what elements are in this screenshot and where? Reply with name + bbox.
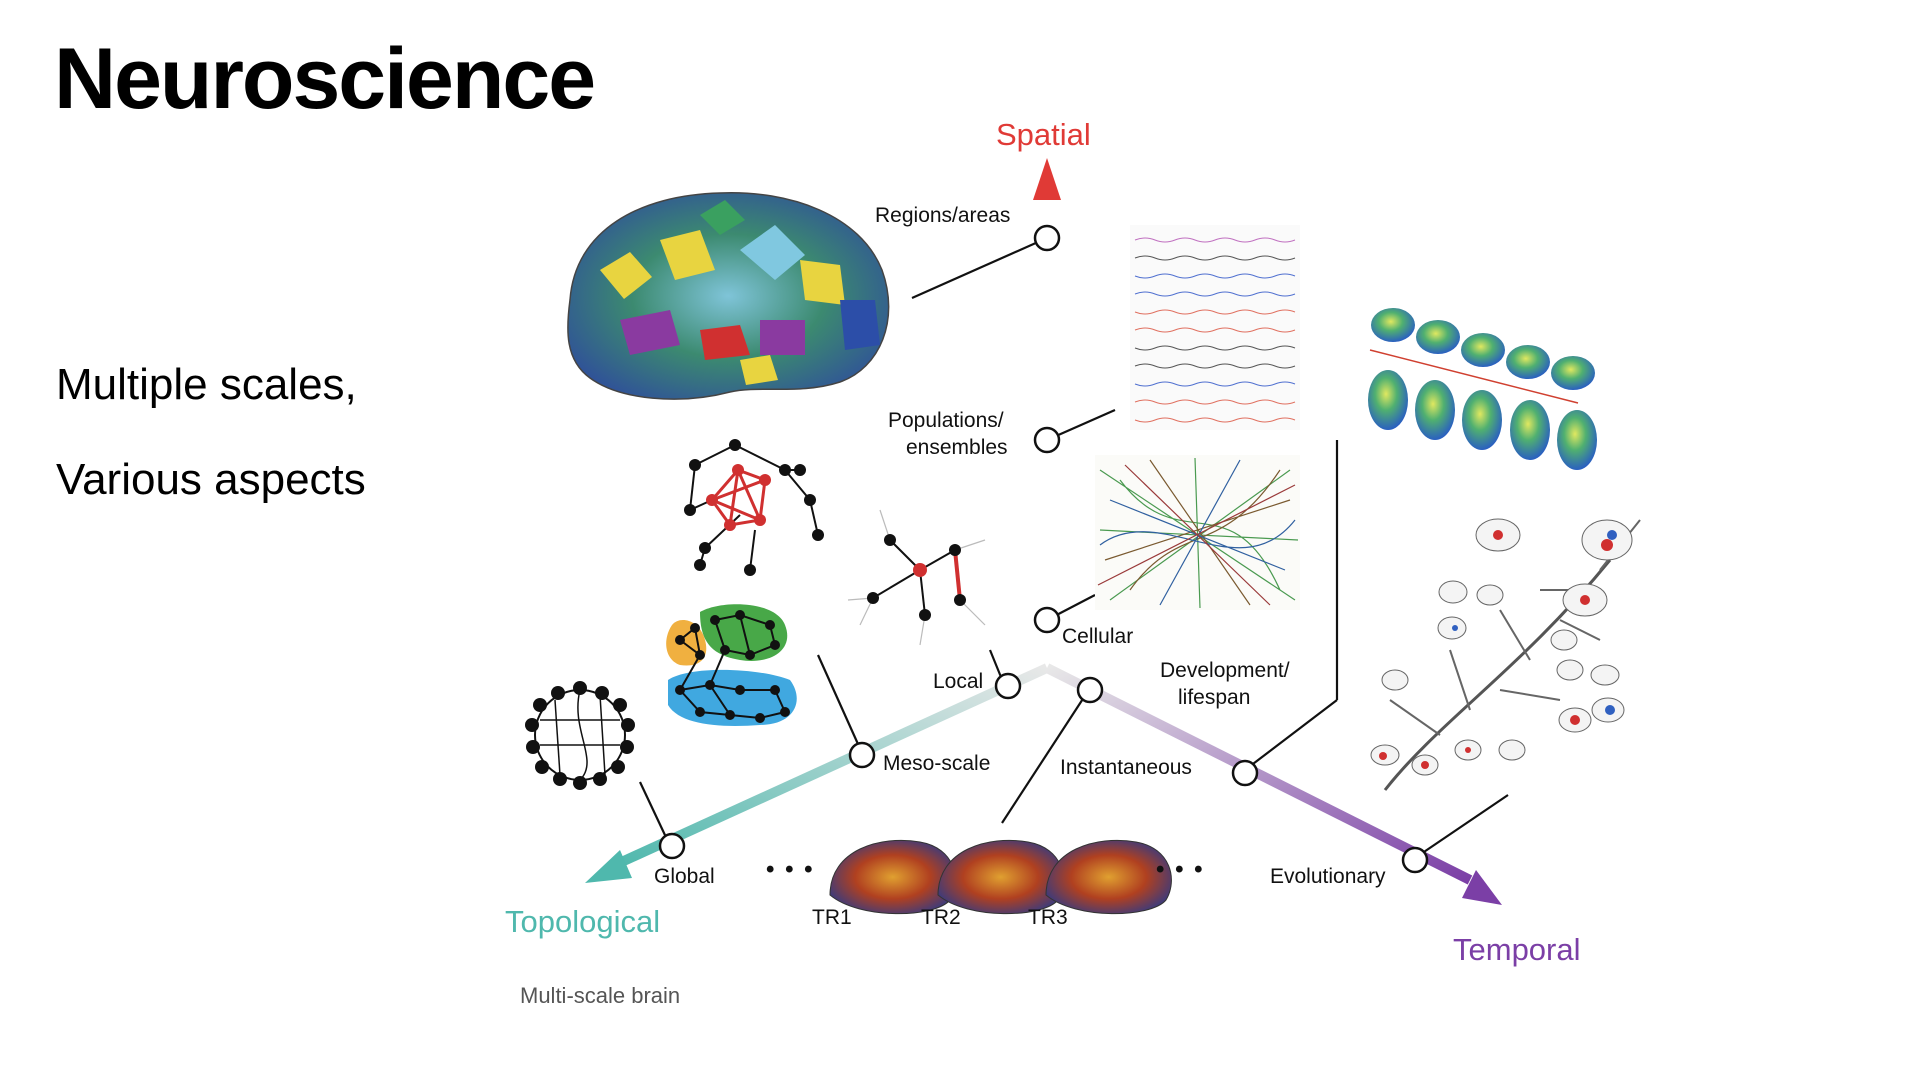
node-cellular	[1033, 606, 1061, 634]
hub-network-image	[847, 509, 986, 646]
label-tr1: TR1	[812, 906, 852, 929]
tr-brain-series-image	[829, 839, 1172, 915]
slide-title: Neuroscience	[54, 31, 596, 127]
node-meso-scale	[848, 741, 876, 769]
neuron-tangle-image	[1095, 455, 1300, 610]
label-lifespan: lifespan	[1178, 686, 1250, 709]
label-local: Local	[933, 670, 983, 693]
label-populations: Populations/	[888, 409, 1004, 432]
bullet-various-aspects: Various aspects	[56, 455, 366, 504]
axis-label-spatial: Spatial	[996, 117, 1091, 152]
parcellated-brain-image	[567, 192, 890, 400]
node-local	[994, 672, 1022, 700]
label-development: Development/	[1160, 659, 1290, 682]
node-populations	[1033, 426, 1061, 454]
label-instantaneous: Instantaneous	[1060, 756, 1192, 779]
global-ring-network-image	[525, 681, 635, 790]
axis-label-temporal: Temporal	[1453, 932, 1581, 967]
ellipsis-right: • • •	[1156, 856, 1205, 883]
modular-network-image	[666, 604, 797, 726]
lifespan-brains-image	[1368, 308, 1597, 470]
ellipsis-left: • • •	[766, 856, 815, 883]
neural-timeseries-image	[1130, 225, 1300, 430]
label-tr3: TR3	[1028, 906, 1068, 929]
label-evolutionary: Evolutionary	[1270, 865, 1386, 888]
temporal-arrowhead	[1462, 870, 1502, 905]
label-tr2: TR2	[921, 906, 961, 929]
node-evolutionary	[1401, 846, 1429, 874]
label-cellular: Cellular	[1062, 625, 1133, 648]
axis-label-topological: Topological	[505, 904, 660, 939]
bullet-multiple-scales: Multiple scales,	[56, 360, 357, 409]
label-global: Global	[654, 865, 715, 888]
node-instantaneous	[1076, 676, 1104, 704]
label-ensembles: ensembles	[906, 436, 1008, 459]
label-regions-areas: Regions/areas	[875, 204, 1010, 227]
topological-axis	[585, 663, 1050, 883]
node-development	[1231, 759, 1259, 787]
figure-caption: Multi-scale brain	[520, 983, 681, 1008]
node-global	[658, 832, 686, 860]
temporal-axis	[1044, 663, 1502, 905]
node-regions-areas	[1033, 224, 1061, 252]
evolutionary-tree-image	[1370, 518, 1641, 791]
clique-network-image	[684, 439, 824, 576]
spatial-arrowhead	[1033, 158, 1061, 200]
label-meso-scale: Meso-scale	[883, 752, 990, 775]
topological-arrowhead	[585, 850, 632, 883]
